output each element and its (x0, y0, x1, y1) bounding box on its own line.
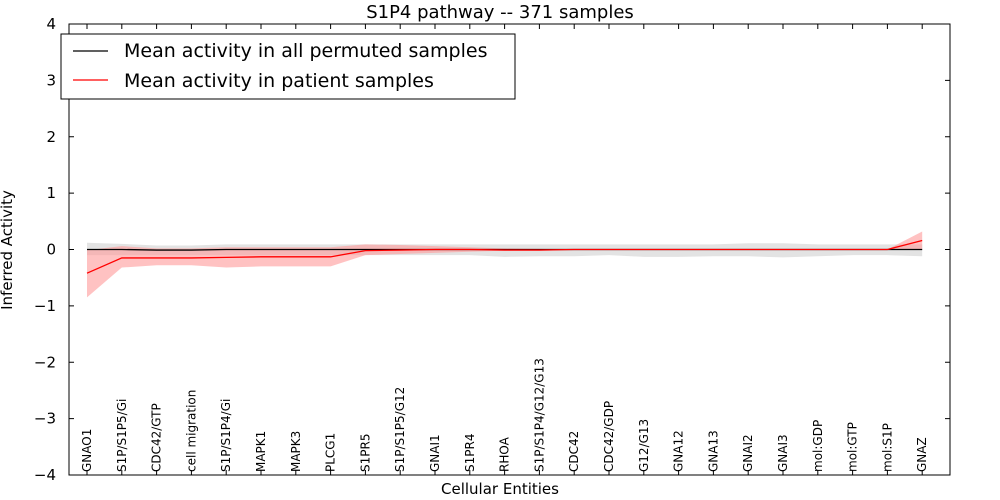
x-category-label: CDC42 (567, 431, 581, 472)
x-category-label: mol:GTP (846, 422, 860, 472)
y-tick-label: 4 (46, 15, 56, 33)
x-category-label: S1P/S1P4/Gi (219, 399, 233, 472)
x-category-label: GNAI3 (776, 434, 790, 472)
x-category-label: GNAI1 (428, 434, 442, 472)
x-category-label: PLCG1 (324, 433, 338, 472)
y-tick-label: 0 (46, 241, 56, 259)
x-category-label: MAPK1 (254, 431, 268, 472)
band-patient (87, 231, 923, 298)
y-tick-label: 1 (46, 184, 56, 202)
x-category-label: GNAO1 (80, 429, 94, 472)
x-category-label: GNAI2 (741, 434, 755, 472)
legend: Mean activity in all permuted samples Me… (60, 33, 516, 100)
y-tick-label: −1 (34, 297, 56, 315)
x-category-label: G12/G13 (637, 419, 651, 472)
y-tick-label: −4 (34, 466, 56, 484)
x-category-label: GNAZ (915, 437, 929, 472)
x-category-label: S1PR5 (358, 434, 372, 472)
x-category-label: S1P/S1P5/G12 (393, 387, 407, 472)
x-category-label: S1P/S1P4/G12/G13 (532, 358, 546, 472)
series-lines (86, 239, 923, 274)
x-axis-category-labels: GNAO1 S1P/S1P5/Gi CDC42/GTP cell migration S… (80, 358, 929, 472)
legend-label-permuted: Mean activity in all permuted samples (124, 40, 487, 62)
y-tick-label: −3 (34, 410, 56, 428)
x-category-label: MAPK3 (289, 431, 303, 472)
series-line-patient (86, 239, 923, 274)
x-category-label: cell migration (184, 390, 198, 472)
y-tick-label: 2 (46, 128, 56, 146)
legend-label-patient: Mean activity in patient samples (124, 70, 434, 92)
x-category-label: GNA12 (672, 430, 686, 472)
x-category-label: S1PR4 (463, 434, 477, 472)
chart-title: S1P4 pathway -- 371 samples (366, 2, 634, 23)
y-tick-label: 3 (46, 71, 56, 89)
y-tick-label: −2 (34, 353, 56, 371)
x-category-label: RHOA (498, 436, 512, 472)
legend-box (60, 33, 516, 100)
x-category-label: mol:GDP (811, 420, 825, 472)
x-category-label: GNA13 (706, 430, 720, 472)
y-axis-ticks: 4 3 2 1 0 −1 −2 −3 −4 (34, 15, 950, 484)
x-axis-ticks (86, 24, 923, 475)
x-category-label: S1P/S1P5/Gi (115, 399, 129, 472)
x-category-label: CDC42/GDP (602, 401, 616, 472)
y-axis-title: Inferred Activity (0, 190, 16, 310)
x-axis-title: Cellular Entities (441, 480, 559, 498)
x-category-label: CDC42/GTP (150, 403, 164, 472)
x-category-label: mol:S1P (880, 423, 894, 472)
